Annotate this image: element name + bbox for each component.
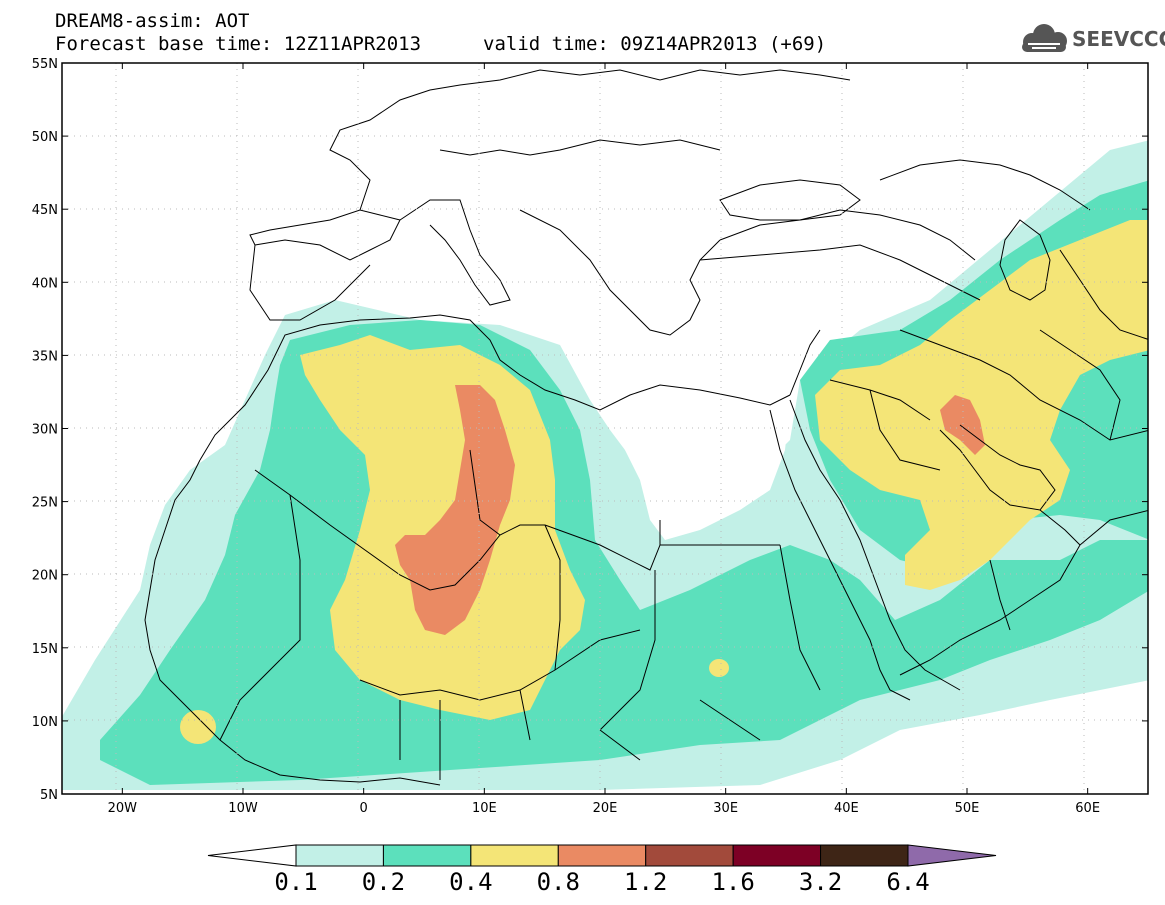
lat-tick-label: 15N [32, 642, 58, 657]
lon-tick-label: 60E [1075, 801, 1100, 816]
colorbar-swatch [820, 844, 909, 867]
colorbar-level-label: 6.4 [886, 868, 930, 896]
country-borders [144, 69, 1148, 786]
lat-tick-label: 10N [32, 715, 58, 730]
lat-tick-label: 25N [32, 496, 58, 511]
lon-tick-label: 0 [360, 801, 368, 816]
lat-tick-label: 20N [32, 569, 58, 584]
lat-tick-label: 55N [32, 57, 58, 72]
lon-tick-label: 20W [108, 801, 138, 816]
colorbar-swatch [295, 844, 384, 867]
colorbar [207, 844, 997, 867]
lat-tick-label: 40N [32, 276, 58, 291]
lon-tick-label: 30E [713, 801, 738, 816]
lat-tick-label: 50N [32, 130, 58, 145]
colorbar-swatch [382, 844, 472, 867]
aot-band-0.4-east [815, 220, 1148, 590]
colorbar-under-triangle [207, 844, 297, 867]
colorbar-level-label: 0.4 [449, 868, 493, 896]
colorbar-level-label: 0.8 [536, 868, 580, 896]
lon-tick-label: 40E [834, 801, 859, 816]
forecast-base-time: Forecast base time: 12Z11APR2013 [55, 33, 422, 55]
colorbar-swatch [470, 844, 559, 867]
lat-tick-label: 5N [40, 788, 58, 803]
colorbar-level-label: 1.6 [711, 868, 755, 896]
colorbar-level-label: 1.2 [624, 868, 668, 896]
cloud-logo-icon [1022, 24, 1067, 52]
lat-tick-label: 30N [32, 423, 58, 438]
aot-band-0.4-west [180, 710, 216, 744]
axis-tick-labels: 20W 10W 0 10E 20E 30E 40E 50E 60E 55N 50N 45N 40N 35N… [32, 57, 1100, 816]
lon-tick-label: 20E [593, 801, 618, 816]
colorbar-over-triangle [907, 844, 997, 867]
lon-tick-label: 50E [955, 801, 980, 816]
aot-contours [62, 140, 1148, 790]
lat-tick-label: 45N [32, 203, 58, 218]
logo-text: SEEVCCC [1072, 27, 1165, 51]
axis-ticks [62, 62, 1148, 795]
colorbar-swatch [732, 844, 822, 867]
lon-tick-label: 10W [228, 801, 258, 816]
lat-tick-label: 35N [32, 349, 58, 364]
aot-gap-egypt [605, 385, 790, 540]
aot-band-0.8-east [940, 395, 985, 455]
valid-time: valid time: 09Z14APR2013 (+69) [483, 33, 827, 55]
aot-band-0.8 [395, 385, 515, 635]
colorbar-level-label: 0.2 [361, 868, 406, 896]
map-title: DREAM8-assim: AOT [55, 10, 250, 32]
colorbar-level-label: 0.1 [274, 868, 318, 896]
colorbar-swatch [557, 844, 647, 867]
graticule [62, 63, 1148, 794]
lon-tick-label: 10E [472, 801, 497, 816]
aot-band-0.4-sudan [709, 659, 729, 677]
colorbar-swatch [645, 844, 734, 867]
colorbar-level-label: 3.2 [798, 868, 843, 896]
